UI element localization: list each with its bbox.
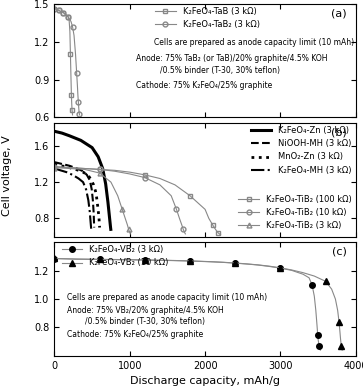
Legend: K₂FeO₄-TiB₂ (100 kΩ), K₂FeO₄-TiB₂ (10 kΩ), K₂FeO₄-TiB₂ (3 kΩ): K₂FeO₄-TiB₂ (100 kΩ), K₂FeO₄-TiB₂ (10 kΩ… (238, 195, 352, 230)
Legend: K₂FeO₄-VB₂ (3 kΩ), K₂FeO₄-VB₂ (10 kΩ): K₂FeO₄-VB₂ (3 kΩ), K₂FeO₄-VB₂ (10 kΩ) (62, 245, 168, 267)
Text: Cathode: 75% K₂FeO₄/25% graphite: Cathode: 75% K₂FeO₄/25% graphite (66, 330, 203, 339)
Text: /0.5% binder (T-30, 30% teflon): /0.5% binder (T-30, 30% teflon) (85, 317, 205, 326)
Text: (a): (a) (331, 9, 347, 18)
Text: Anode: 75% TaB₂ (or TaB)/20% graphite/4.5% KOH: Anode: 75% TaB₂ (or TaB)/20% graphite/4.… (136, 54, 327, 63)
Text: (b): (b) (331, 127, 347, 138)
Text: /0.5% binder (T-30, 30% teflon): /0.5% binder (T-30, 30% teflon) (160, 66, 280, 75)
Text: Cells are prepared as anode capacity limit (10 mAh): Cells are prepared as anode capacity lim… (66, 293, 267, 302)
Text: Cells are prepared as anode capacity limit (10 mAh): Cells are prepared as anode capacity lim… (154, 38, 354, 47)
Legend: K₂FeO₄-TaB (3 kΩ), K₂FeO₄-TaB₂ (3 kΩ): K₂FeO₄-TaB (3 kΩ), K₂FeO₄-TaB₂ (3 kΩ) (155, 7, 260, 29)
X-axis label: Discharge capacity, mAh/g: Discharge capacity, mAh/g (130, 376, 280, 386)
Text: (c): (c) (332, 247, 347, 257)
Text: Anode: 75% VB₂/20% graphite/4.5% KOH: Anode: 75% VB₂/20% graphite/4.5% KOH (66, 306, 223, 315)
Text: Cathode: 75% K₂FeO₄/25% graphite: Cathode: 75% K₂FeO₄/25% graphite (136, 81, 272, 90)
Text: Cell voltage, V: Cell voltage, V (2, 136, 12, 216)
